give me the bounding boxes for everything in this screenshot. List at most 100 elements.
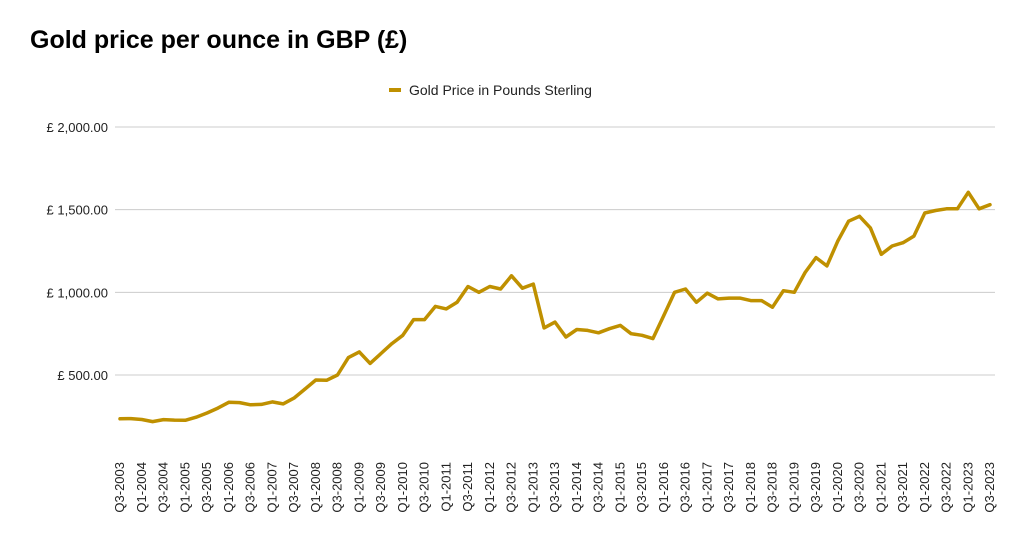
series-line-gold-price bbox=[118, 190, 992, 424]
x-tick-label: Q3-2009 bbox=[373, 462, 388, 513]
legend: Gold Price in Pounds Sterling bbox=[389, 82, 592, 98]
data-point bbox=[618, 323, 622, 327]
x-tick-label: Q3-2006 bbox=[243, 462, 258, 513]
data-point bbox=[379, 352, 383, 356]
data-point bbox=[531, 282, 535, 286]
data-point bbox=[684, 287, 687, 291]
x-tick-label: Q3-2010 bbox=[417, 462, 432, 513]
data-point bbox=[934, 208, 938, 212]
data-point bbox=[477, 290, 481, 294]
x-tick-label: Q1-2016 bbox=[656, 462, 671, 513]
legend-label: Gold Price in Pounds Sterling bbox=[409, 82, 592, 98]
x-tick-label: Q3-2003 bbox=[112, 462, 127, 513]
data-point bbox=[281, 402, 285, 406]
data-point bbox=[205, 411, 209, 415]
data-point bbox=[390, 342, 394, 346]
data-point bbox=[945, 207, 948, 211]
data-point bbox=[977, 207, 981, 211]
data-point bbox=[423, 318, 426, 322]
data-point bbox=[651, 337, 655, 341]
data-point bbox=[966, 190, 970, 194]
data-point bbox=[183, 418, 187, 422]
data-point bbox=[444, 307, 448, 311]
data-point bbox=[314, 378, 318, 382]
data-point bbox=[140, 417, 144, 421]
data-point bbox=[727, 296, 731, 300]
x-tick-label: Q3-2012 bbox=[504, 462, 519, 513]
data-point bbox=[955, 207, 959, 211]
data-point bbox=[499, 287, 503, 291]
data-point bbox=[988, 203, 992, 207]
data-point bbox=[760, 299, 764, 303]
data-point bbox=[575, 328, 579, 332]
x-tick-label: Q3-2013 bbox=[547, 462, 562, 513]
data-point bbox=[673, 290, 677, 294]
x-tick-label: Q1-2004 bbox=[134, 462, 149, 513]
x-tick-label: Q1-2020 bbox=[830, 462, 845, 513]
data-point bbox=[912, 234, 916, 238]
x-tick-label: Q3-2015 bbox=[634, 462, 649, 513]
data-point bbox=[129, 417, 133, 421]
y-axis-tick-labels: £ 500.00 £ 1,000.00 £ 1,500.00 £ 2,000.00 bbox=[47, 120, 108, 383]
y-tick-label: £ 1,000.00 bbox=[47, 285, 108, 300]
data-point bbox=[771, 305, 774, 309]
y-tick-label: £ 1,500.00 bbox=[47, 203, 108, 218]
chart-title: Gold price per ounce in GBP (£) bbox=[30, 26, 408, 54]
data-point bbox=[792, 290, 796, 294]
data-point bbox=[325, 378, 329, 382]
data-point bbox=[553, 320, 557, 324]
x-tick-label: Q1-2021 bbox=[873, 462, 888, 513]
data-point bbox=[216, 406, 220, 410]
data-point bbox=[346, 356, 350, 360]
data-point bbox=[172, 418, 176, 422]
x-tick-label: Q1-2014 bbox=[569, 462, 584, 513]
data-point bbox=[238, 401, 242, 405]
x-tick-label: Q1-2011 bbox=[438, 462, 453, 512]
x-tick-label: Q3-2021 bbox=[895, 462, 910, 513]
x-tick-label: Q1-2017 bbox=[699, 462, 714, 513]
y-tick-label: £ 500.00 bbox=[57, 368, 108, 383]
data-point bbox=[433, 304, 437, 308]
x-tick-label: Q3-2008 bbox=[330, 462, 345, 513]
x-tick-label: Q1-2018 bbox=[743, 462, 758, 513]
data-point bbox=[412, 318, 416, 322]
data-point bbox=[455, 300, 459, 304]
data-point bbox=[836, 239, 840, 243]
x-tick-label: Q1-2005 bbox=[177, 462, 192, 513]
x-tick-label: Q1-2022 bbox=[917, 462, 932, 513]
data-point bbox=[259, 402, 263, 406]
x-tick-label: Q1-2012 bbox=[482, 462, 497, 513]
data-point bbox=[336, 373, 339, 377]
x-tick-label: Q1-2015 bbox=[612, 462, 627, 513]
data-point bbox=[368, 361, 372, 365]
x-tick-label: Q3-2020 bbox=[852, 462, 867, 513]
x-tick-label: Q3-2011 bbox=[460, 462, 475, 512]
data-point bbox=[923, 211, 927, 215]
x-tick-label: Q1-2013 bbox=[525, 462, 540, 513]
x-tick-label: Q3-2005 bbox=[199, 462, 214, 513]
gridlines bbox=[115, 126, 995, 376]
data-point bbox=[890, 244, 894, 248]
x-tick-label: Q1-2009 bbox=[351, 462, 366, 513]
data-point bbox=[847, 219, 851, 223]
data-point bbox=[162, 418, 165, 422]
data-point bbox=[249, 403, 252, 407]
data-point bbox=[488, 285, 492, 289]
data-point bbox=[520, 286, 524, 290]
x-tick-label: Q3-2014 bbox=[591, 462, 606, 513]
x-tick-label: Q1-2010 bbox=[395, 462, 410, 513]
data-point bbox=[705, 291, 709, 295]
data-point bbox=[118, 417, 122, 421]
x-tick-label: Q1-2007 bbox=[264, 462, 279, 513]
x-tick-label: Q3-2019 bbox=[808, 462, 823, 513]
data-point bbox=[401, 333, 405, 337]
data-point bbox=[151, 420, 155, 424]
data-point bbox=[640, 333, 644, 337]
x-tick-label: Q3-2022 bbox=[939, 462, 954, 513]
data-point bbox=[607, 327, 611, 331]
data-point bbox=[227, 400, 231, 404]
data-point bbox=[716, 297, 720, 301]
data-point bbox=[292, 396, 296, 400]
y-tick-label: £ 2,000.00 bbox=[47, 120, 108, 135]
